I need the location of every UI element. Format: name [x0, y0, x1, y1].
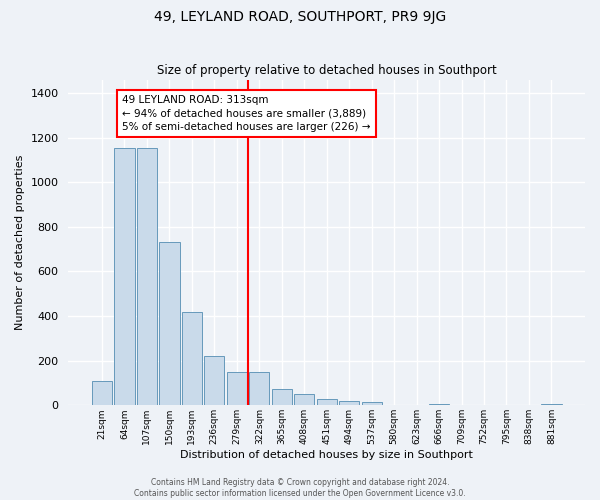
Text: Contains HM Land Registry data © Crown copyright and database right 2024.
Contai: Contains HM Land Registry data © Crown c…	[134, 478, 466, 498]
Text: 49, LEYLAND ROAD, SOUTHPORT, PR9 9JG: 49, LEYLAND ROAD, SOUTHPORT, PR9 9JG	[154, 10, 446, 24]
Bar	[294, 394, 314, 406]
Bar	[115, 148, 134, 406]
Bar	[159, 242, 179, 406]
Bar	[92, 382, 112, 406]
X-axis label: Distribution of detached houses by size in Southport: Distribution of detached houses by size …	[180, 450, 473, 460]
Bar	[541, 404, 562, 406]
Y-axis label: Number of detached properties: Number of detached properties	[15, 154, 25, 330]
Bar	[362, 402, 382, 406]
Bar	[227, 372, 247, 406]
Title: Size of property relative to detached houses in Southport: Size of property relative to detached ho…	[157, 64, 497, 77]
Bar	[182, 312, 202, 406]
Bar	[429, 404, 449, 406]
Bar	[339, 401, 359, 406]
Text: 49 LEYLAND ROAD: 313sqm
← 94% of detached houses are smaller (3,889)
5% of semi-: 49 LEYLAND ROAD: 313sqm ← 94% of detache…	[122, 95, 371, 132]
Bar	[137, 148, 157, 406]
Bar	[204, 356, 224, 406]
Bar	[272, 389, 292, 406]
Bar	[317, 398, 337, 406]
Bar	[249, 372, 269, 406]
